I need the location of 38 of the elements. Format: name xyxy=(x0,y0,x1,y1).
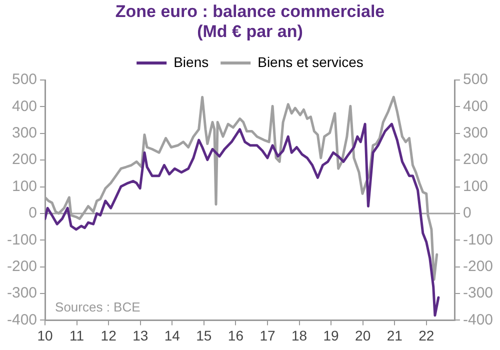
y2-tick-label: 100 xyxy=(462,178,488,195)
chart-subtitle: (Md € par an) xyxy=(196,22,304,42)
y-tick-label: 300 xyxy=(12,124,38,142)
x-tick-label: 18 xyxy=(291,327,308,344)
x-tick-label: 11 xyxy=(70,327,84,344)
legend-label: Biens et services xyxy=(258,54,364,70)
y-tick-label: 100 xyxy=(12,178,38,195)
y2-tick-label: -300 xyxy=(462,284,494,302)
y2-tick-label: 400 xyxy=(462,98,488,115)
y2-tick-label: -400 xyxy=(462,311,494,328)
x-tick-label: 14 xyxy=(164,327,180,344)
x-tick-label: 13 xyxy=(132,327,148,344)
annotation: Sources : BCE xyxy=(55,299,141,314)
y2-tick-label: -100 xyxy=(462,231,494,248)
y2-tick-label: -200 xyxy=(462,258,494,275)
x-tick-label: 22 xyxy=(418,327,434,344)
y-tick-label: 500 xyxy=(12,71,38,88)
chart-title: Zone euro : balance commerciale xyxy=(114,2,386,22)
legend-label: Biens xyxy=(174,54,209,70)
y-tick-label: -400 xyxy=(6,311,38,328)
y-tick-label: -100 xyxy=(6,231,38,248)
x-tick-label: 21 xyxy=(386,327,403,344)
y-tick-label: -300 xyxy=(6,284,38,302)
x-tick-label: 17 xyxy=(260,327,276,344)
y-tick-label: 0 xyxy=(28,204,38,222)
y2-tick-label: 300 xyxy=(462,124,488,142)
y-tick-label: -200 xyxy=(6,258,38,275)
y2-tick-label: 200 xyxy=(462,151,488,168)
x-tick-label: 16 xyxy=(228,327,244,344)
x-tick-label: 12 xyxy=(100,327,117,344)
x-tick-label: 20 xyxy=(355,327,371,344)
y2-tick-label: 0 xyxy=(462,204,472,222)
x-tick-label: 19 xyxy=(323,327,340,344)
y-tick-label: 200 xyxy=(12,151,38,168)
y2-tick-label: 500 xyxy=(462,71,488,88)
y-tick-label: 400 xyxy=(12,98,38,115)
x-tick-label: 10 xyxy=(37,327,54,344)
x-tick-label: 15 xyxy=(196,327,212,344)
